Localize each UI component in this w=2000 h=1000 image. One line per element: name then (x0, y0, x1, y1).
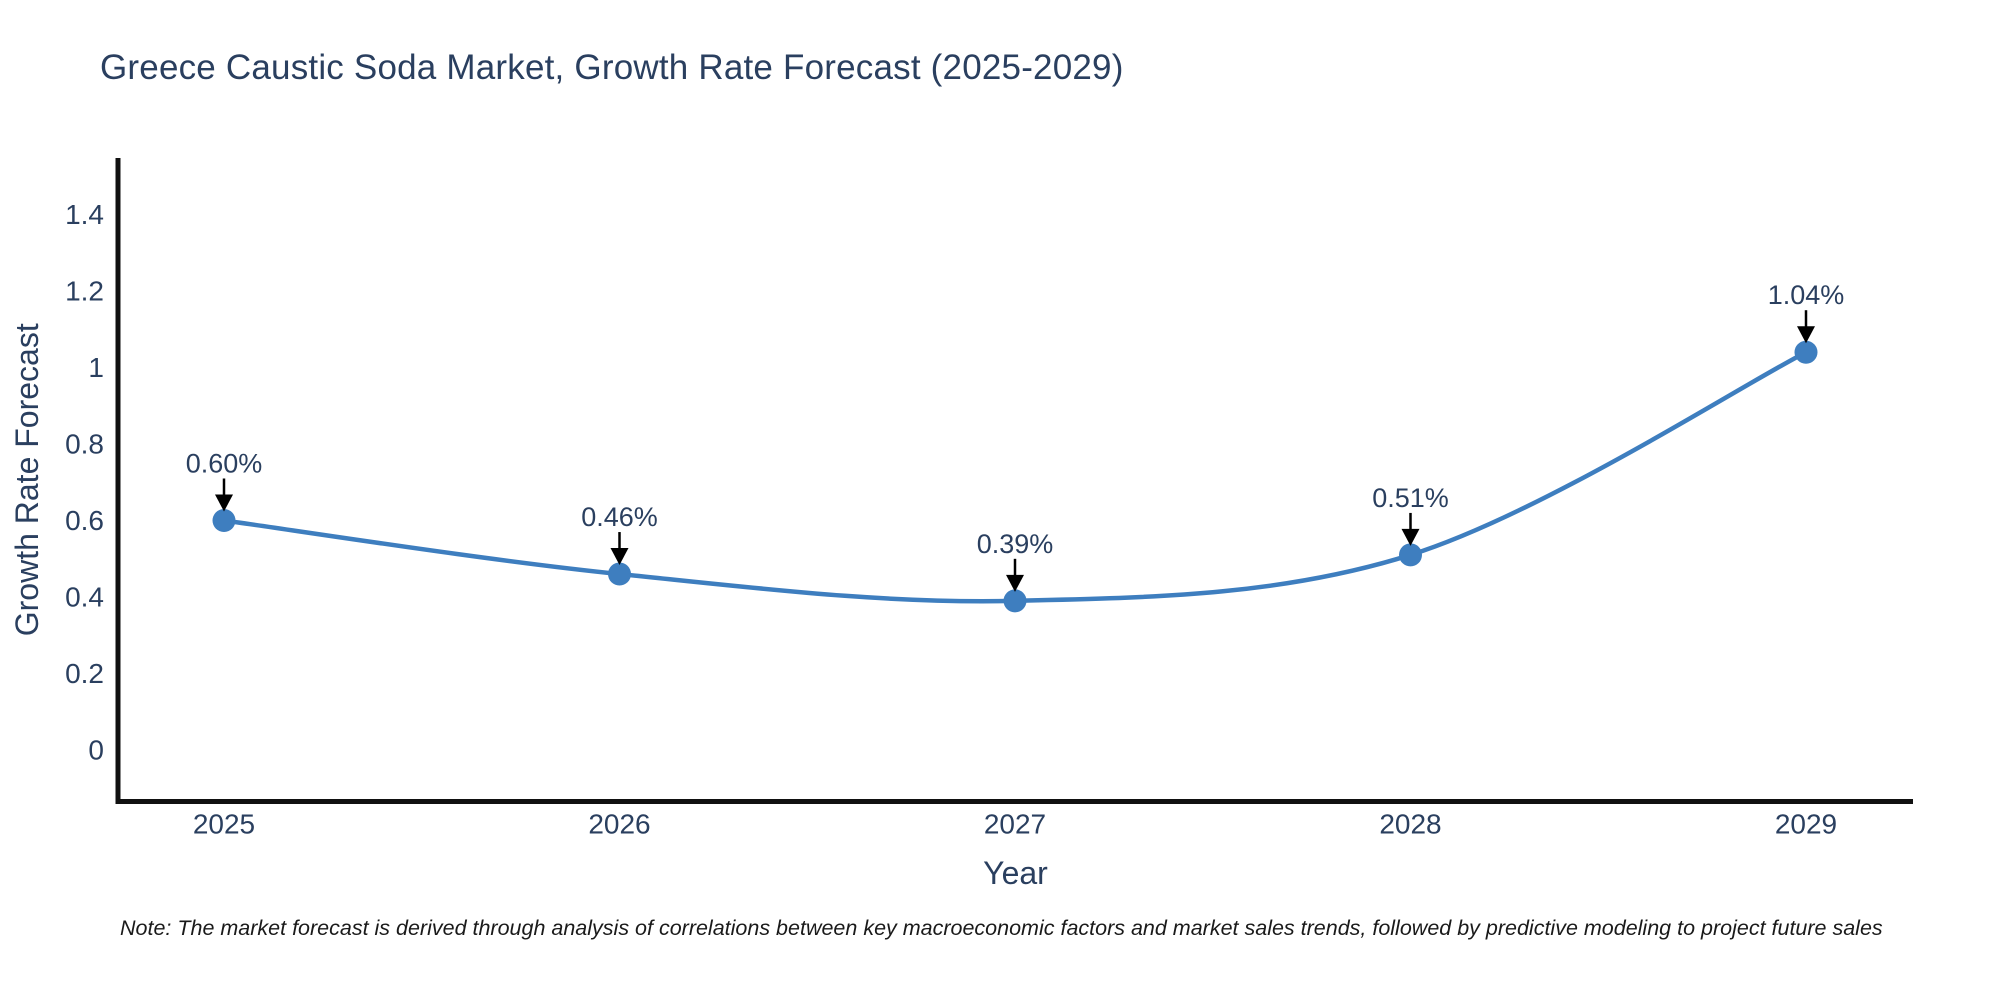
x-tick-label: 2026 (588, 809, 650, 840)
data-point-marker-2025[interactable] (212, 509, 236, 532)
data-point-label: 0.46% (581, 502, 658, 532)
data-point-marker-2028[interactable] (1399, 543, 1422, 567)
y-tick-label: 1 (88, 352, 104, 383)
annotation-arrowhead-icon (1401, 528, 1420, 546)
x-tick-label: 2027 (984, 809, 1046, 840)
x-tick-label: 2029 (1775, 809, 1837, 840)
x-axis-title: Year (983, 855, 1048, 891)
y-tick-label: 0.4 (65, 582, 104, 613)
annotation-arrowhead-icon (1006, 574, 1024, 592)
x-tick-label: 2025 (193, 809, 255, 840)
chart-title: Greece Caustic Soda Market, Growth Rate … (100, 48, 1124, 87)
annotation-arrowhead-icon (610, 548, 629, 566)
data-point-label: 1.04% (1768, 280, 1845, 310)
data-point-label: 0.51% (1372, 483, 1449, 513)
y-tick-label: 0.8 (65, 429, 104, 460)
y-tick-label: 0.2 (65, 658, 104, 689)
data-point-label: 0.60% (186, 449, 263, 479)
data-point-label: 0.39% (977, 529, 1054, 559)
y-tick-label: 1.2 (65, 276, 104, 307)
y-axis-title: Growth Rate Forecast (9, 323, 45, 636)
x-tick-label: 2028 (1379, 809, 1441, 840)
y-tick-label: 0 (88, 735, 104, 766)
data-point-marker-2029[interactable] (1794, 340, 1818, 364)
footnote: Note: The market forecast is derived thr… (120, 916, 1883, 940)
annotation-arrowhead-icon (215, 494, 233, 512)
y-tick-label: 0.6 (65, 505, 104, 536)
data-point-marker-2027[interactable] (1003, 589, 1027, 613)
data-point-marker-2026[interactable] (608, 562, 631, 586)
annotation-arrowhead-icon (1797, 326, 1815, 344)
y-tick-label: 1.4 (65, 199, 104, 230)
